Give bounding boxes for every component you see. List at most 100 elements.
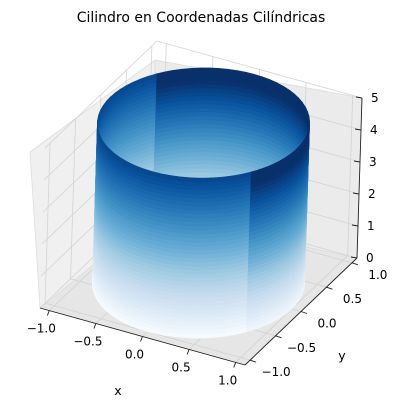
surface-patch <box>197 163 208 169</box>
surface-patch <box>223 175 234 182</box>
z-tick-mark <box>350 256 358 259</box>
z-tick-label: 5 <box>371 91 379 105</box>
surface-patch <box>196 185 207 191</box>
y-tick-label: −0.5 <box>287 341 316 355</box>
surface-patch <box>202 273 213 279</box>
surface-patch <box>190 79 201 85</box>
surface-patch <box>193 265 204 271</box>
surface-patch <box>194 233 205 239</box>
surface-patch <box>201 321 212 327</box>
z-tick-label: 0 <box>366 251 374 265</box>
surface-patch <box>205 177 216 183</box>
surface-patch <box>190 107 201 113</box>
surface-patch <box>188 163 199 169</box>
surface-patch <box>195 193 206 199</box>
surface-patch <box>201 313 212 319</box>
left-gridline <box>44 143 51 304</box>
z-tick-label: 2 <box>368 187 376 201</box>
cylinder-surface <box>92 67 310 339</box>
surface-patch <box>194 249 205 255</box>
surface-patch <box>204 217 215 223</box>
surface-patch <box>202 265 213 271</box>
surface-patch <box>196 177 207 183</box>
y-tick-mark <box>249 359 257 363</box>
z-tick-label: 1 <box>367 219 375 233</box>
surface-patch <box>199 91 210 97</box>
z-tick-mark <box>354 128 362 131</box>
surface-patch <box>204 197 215 203</box>
surface-patch <box>189 119 200 125</box>
x-tick-label: 0.0 <box>125 348 144 362</box>
surface-patch <box>198 131 209 137</box>
surface-patch <box>203 249 214 255</box>
surface-patch <box>204 205 215 211</box>
surface-patch <box>204 213 215 219</box>
surface-patch <box>189 135 200 141</box>
z-ticks: 0 1 2 3 4 5 <box>350 91 379 265</box>
surface-patch <box>192 301 203 307</box>
surface-patch <box>204 221 215 227</box>
y-tick-mark <box>351 262 359 266</box>
surface-patch <box>195 213 206 219</box>
z-tick-mark <box>352 192 360 195</box>
surface-patch <box>205 185 216 191</box>
surface-patch <box>203 233 214 239</box>
z-tick-mark <box>353 160 361 163</box>
surface-patch <box>187 177 198 183</box>
surface-patch <box>201 293 212 299</box>
x-tick-mark <box>46 310 50 316</box>
surface-patch <box>203 237 214 243</box>
surface-patch <box>192 293 203 299</box>
surface-patch <box>204 225 215 231</box>
surface-patch <box>188 155 199 161</box>
surface-patch <box>198 123 209 129</box>
surface-patch <box>200 67 211 73</box>
surface-patch <box>202 261 213 267</box>
x-tick-mark <box>93 323 97 329</box>
x-tick-mark <box>186 349 190 355</box>
surface-patch <box>201 297 212 303</box>
x-tick-mark <box>233 362 237 368</box>
surface-patch <box>195 189 206 195</box>
surface-patch <box>189 111 200 117</box>
surface-patch <box>192 285 203 291</box>
chart-title: Cilindro en Coordenadas Cilíndricas <box>77 10 326 26</box>
surface-patch <box>199 99 210 105</box>
surface-patch <box>194 229 205 235</box>
surface-patch <box>200 79 211 85</box>
left-gridline <box>70 118 76 279</box>
surface-patch <box>195 201 206 207</box>
surface-patch <box>200 325 211 331</box>
surface-patch <box>197 151 208 157</box>
surface-patch <box>173 68 183 75</box>
surface-patch <box>200 75 211 81</box>
surface-patch <box>190 95 201 101</box>
z-tick-label: 3 <box>369 155 377 169</box>
y-tick-mark <box>326 286 333 290</box>
surface-patch <box>202 269 213 275</box>
surface-patch <box>198 143 209 149</box>
surface-patch <box>188 143 199 149</box>
surface-patch <box>205 193 216 199</box>
surface-patch <box>203 245 214 251</box>
surface-patch <box>178 176 188 182</box>
surface-patch <box>197 171 208 177</box>
surface-patch <box>189 123 200 129</box>
surface-patch <box>182 67 193 74</box>
x-tick-label: −0.5 <box>73 335 102 349</box>
surface-patch <box>195 217 206 223</box>
surface-patch <box>193 273 204 279</box>
surface-patch <box>194 245 205 251</box>
y-tick-mark <box>300 311 308 314</box>
surface-patch <box>202 289 213 295</box>
y-tick-label: −1.0 <box>262 365 291 379</box>
surface-patch <box>188 147 199 153</box>
y-tick-label: 0.0 <box>317 317 336 331</box>
surface-patch <box>169 175 179 182</box>
surface-patch <box>190 99 201 105</box>
surface-patch <box>205 189 216 195</box>
x-tick-label: 1.0 <box>218 373 237 387</box>
surface-patch <box>191 71 202 77</box>
surface-patch <box>202 281 213 287</box>
z-tick-mark <box>355 96 363 99</box>
